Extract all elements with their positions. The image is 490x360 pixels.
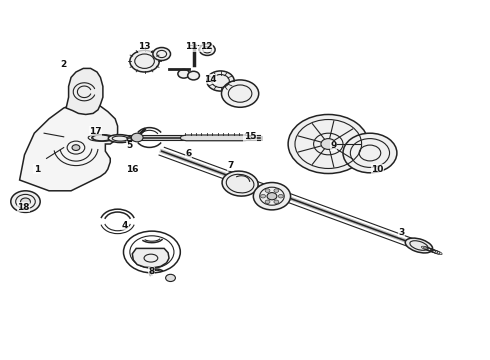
Text: 7: 7 [227, 161, 234, 170]
Circle shape [178, 69, 190, 78]
Text: 8: 8 [149, 267, 155, 276]
Text: 12: 12 [199, 42, 212, 51]
Circle shape [278, 194, 283, 198]
Circle shape [321, 139, 336, 149]
Circle shape [11, 191, 40, 212]
Circle shape [343, 133, 397, 173]
Circle shape [274, 200, 279, 204]
Text: 11: 11 [185, 42, 197, 51]
Circle shape [131, 133, 143, 142]
Circle shape [130, 50, 159, 72]
Ellipse shape [405, 238, 433, 253]
Text: 1: 1 [34, 165, 40, 174]
Text: 14: 14 [204, 75, 217, 84]
Text: 5: 5 [127, 141, 133, 150]
Circle shape [72, 145, 80, 150]
Text: 17: 17 [89, 127, 102, 136]
Circle shape [166, 274, 175, 282]
Text: 15: 15 [244, 132, 256, 141]
Polygon shape [66, 68, 103, 114]
Polygon shape [180, 135, 252, 141]
Circle shape [274, 189, 279, 192]
Ellipse shape [222, 171, 258, 196]
Ellipse shape [108, 135, 132, 143]
Text: 10: 10 [371, 165, 384, 174]
Text: 9: 9 [330, 141, 337, 150]
Text: 13: 13 [138, 42, 151, 51]
Circle shape [21, 198, 30, 205]
Circle shape [261, 194, 266, 198]
Circle shape [265, 200, 270, 204]
Circle shape [199, 44, 215, 55]
Polygon shape [20, 101, 118, 191]
Circle shape [207, 71, 234, 91]
Circle shape [267, 193, 277, 200]
Text: 3: 3 [399, 228, 405, 237]
Circle shape [288, 114, 368, 174]
Polygon shape [132, 248, 169, 268]
Circle shape [265, 189, 270, 192]
Circle shape [221, 80, 259, 107]
Circle shape [153, 48, 171, 60]
Circle shape [188, 71, 199, 80]
Text: 18: 18 [17, 202, 30, 212]
Text: 16: 16 [126, 165, 139, 174]
Circle shape [253, 183, 291, 210]
Text: 4: 4 [122, 220, 128, 230]
Text: 6: 6 [186, 149, 192, 158]
Ellipse shape [93, 135, 110, 141]
Text: 2: 2 [61, 60, 67, 69]
